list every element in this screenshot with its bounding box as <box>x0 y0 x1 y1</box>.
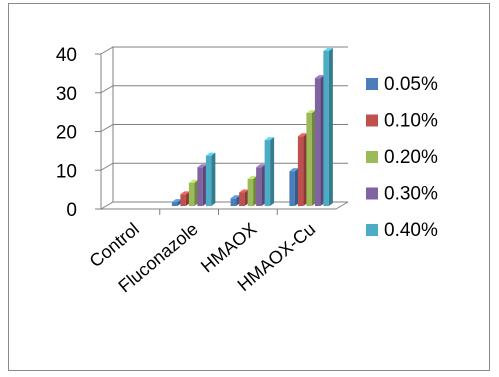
bar <box>247 175 258 206</box>
bar-top <box>314 75 325 79</box>
legend-swatch <box>366 187 378 200</box>
y-tick-labels: 0 10 20 30 40 <box>56 45 77 221</box>
legend: 0.05% 0.10% 0.20% 0.30% 0.40% <box>366 74 438 241</box>
bar-side <box>328 48 333 206</box>
floor-right-edge <box>335 201 349 210</box>
legend-item: 0.40% <box>366 220 438 241</box>
bar-top <box>205 152 216 156</box>
bar-top <box>188 179 199 183</box>
bar <box>306 110 316 206</box>
bar <box>230 195 241 206</box>
legend-item: 0.30% <box>366 184 438 205</box>
bar-top <box>297 133 308 137</box>
bar-front <box>314 78 321 206</box>
y-tick-label: 40 <box>56 45 77 66</box>
bar-chart: 0 10 20 30 40 ControlFluconazoleHMAOXHMAOX-C… <box>56 45 438 297</box>
bar <box>289 168 299 206</box>
bar-front <box>247 178 254 206</box>
bar <box>297 133 308 206</box>
y-tick-label: 10 <box>56 161 77 182</box>
bars <box>171 48 333 206</box>
legend-label: 0.20% <box>384 147 438 168</box>
bar-top <box>230 195 241 199</box>
bar-front <box>197 167 203 206</box>
y-tick-label: 30 <box>56 84 77 105</box>
bar <box>205 152 216 206</box>
bar <box>239 189 249 206</box>
bar <box>323 48 333 206</box>
legend-item: 0.10% <box>366 111 438 132</box>
bar <box>188 179 199 206</box>
bar-top <box>256 164 266 168</box>
bar <box>197 164 207 206</box>
legend-label: 0.30% <box>384 184 438 205</box>
y-tick-label: 0 <box>66 200 77 221</box>
bar-front <box>230 198 237 206</box>
axes <box>95 47 349 215</box>
bar-front <box>289 171 295 206</box>
legend-item: 0.05% <box>366 74 438 95</box>
bar-front <box>180 194 186 206</box>
bar-side <box>270 137 275 206</box>
legend-label: 0.05% <box>384 74 438 95</box>
bar-front <box>306 113 312 206</box>
bar <box>256 164 266 206</box>
bar <box>264 137 275 206</box>
legend-swatch <box>366 78 378 90</box>
bar-front <box>323 51 329 206</box>
bar-front <box>239 192 245 206</box>
gridline <box>100 46 348 55</box>
bar-front <box>256 167 262 206</box>
bar-front <box>205 155 212 206</box>
bar-top <box>171 199 182 203</box>
legend-swatch <box>366 151 378 163</box>
legend-swatch <box>366 224 378 236</box>
legend-label: 0.40% <box>384 220 438 241</box>
bar <box>314 75 325 206</box>
chart-frame: 0 10 20 30 40 Control Fluconazole HMAOX HMAOX-C… <box>8 3 490 371</box>
bar-top <box>289 168 299 172</box>
legend-swatch <box>366 114 378 127</box>
bar-top <box>239 189 249 193</box>
legend-item: 0.20% <box>366 147 438 168</box>
bar-side <box>211 152 216 206</box>
legend-label: 0.10% <box>384 111 438 132</box>
bar-top <box>306 110 316 113</box>
gridline <box>100 85 348 94</box>
bar-top <box>247 175 258 179</box>
bar <box>171 199 182 206</box>
bar-front <box>171 202 178 206</box>
bar-front <box>188 182 195 206</box>
bar-top <box>323 48 333 51</box>
bar-top <box>197 164 207 168</box>
y-tick-label: 20 <box>56 123 77 144</box>
bar <box>180 191 190 206</box>
bar-front <box>264 140 271 206</box>
bar-front <box>297 136 304 206</box>
bar-top <box>264 137 275 141</box>
bar-top <box>180 191 190 195</box>
